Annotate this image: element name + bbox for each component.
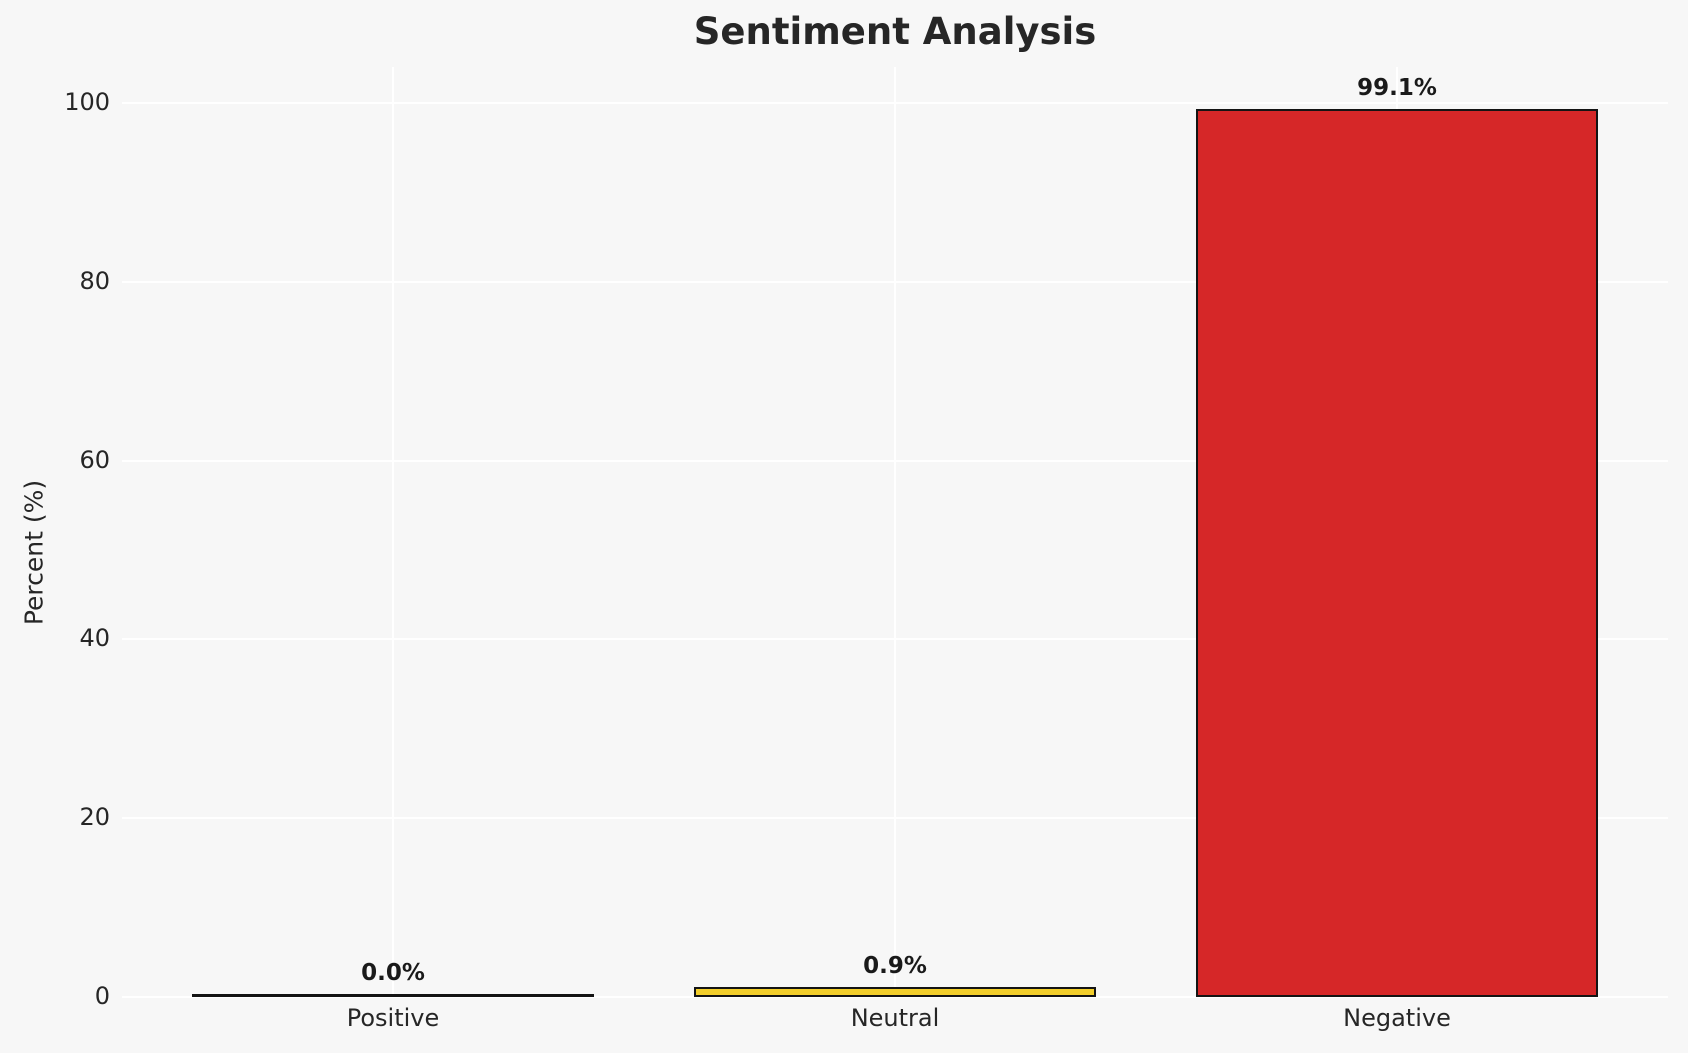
x-tick-negative: Negative (1343, 1004, 1451, 1032)
bar-positive (192, 994, 594, 997)
value-label-negative: 99.1% (1357, 75, 1437, 101)
bar-neutral (694, 987, 1096, 997)
gridline-x-neutral (894, 67, 896, 997)
value-label-positive: 0.0% (361, 960, 425, 986)
y-tick-20: 20 (79, 803, 110, 832)
y-tick-80: 80 (79, 266, 110, 295)
y-tick-0: 0 (94, 982, 110, 1010)
gridline-x-positive (392, 67, 395, 997)
x-tick-positive: Positive (346, 1004, 440, 1032)
y-tick-60: 60 (79, 445, 110, 474)
value-label-neutral: 0.9% (863, 953, 927, 979)
gridline-y-0 (122, 996, 1668, 998)
y-tick-100: 100 (64, 88, 110, 116)
x-tick-neutral: Neutral (850, 1004, 940, 1032)
chart-title: Sentiment Analysis (693, 10, 1097, 53)
y-tick-40: 40 (79, 624, 110, 653)
bar-negative (1196, 109, 1598, 997)
